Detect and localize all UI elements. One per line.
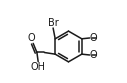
Text: Br: Br (48, 18, 58, 28)
Text: OH: OH (31, 62, 46, 72)
Text: O: O (90, 33, 98, 43)
Text: O: O (27, 33, 35, 43)
Text: O: O (90, 50, 98, 60)
